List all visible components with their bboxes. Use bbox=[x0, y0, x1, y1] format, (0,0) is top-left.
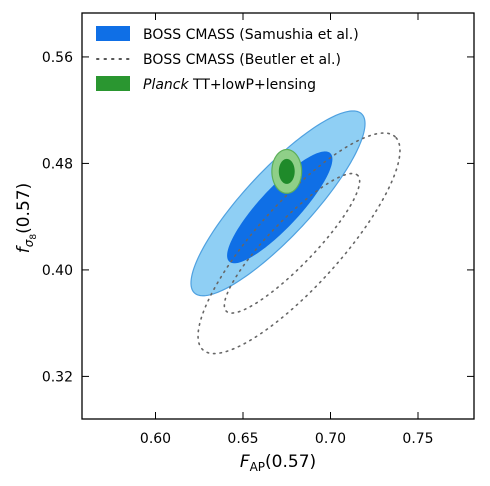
x-tick-label: 0.70 bbox=[315, 431, 346, 447]
y-tick-label: 0.40 bbox=[42, 263, 73, 279]
legend: BOSS CMASS (Samushia et al.) BOSS CMASS … bbox=[96, 26, 359, 93]
x-tick-label: 0.60 bbox=[140, 431, 171, 447]
legend-swatch-planck bbox=[96, 76, 130, 91]
legend-label-planck-rest: TT+lowP+lensing bbox=[189, 77, 316, 93]
x-tick-label: 0.75 bbox=[402, 431, 433, 447]
contour-beutler-1sigma bbox=[223, 172, 361, 314]
y-axis: 0.32 0.40 0.48 0.56 bbox=[42, 50, 474, 385]
y-axis-label: fσ8(0.57) bbox=[14, 183, 39, 253]
contour-beutler-2sigma bbox=[197, 132, 401, 355]
contour-layer bbox=[190, 110, 401, 355]
x-axis-label-main: F bbox=[240, 452, 250, 472]
x-tick-label: 0.65 bbox=[227, 431, 258, 447]
legend-swatch-samushia bbox=[96, 26, 130, 41]
y-axis-label-sub: σ bbox=[22, 239, 36, 247]
y-axis-label-subsub: 8 bbox=[29, 234, 39, 240]
legend-label-beutler: BOSS CMASS (Beutler et al.) bbox=[143, 52, 341, 68]
legend-label-samushia: BOSS CMASS (Samushia et al.) bbox=[143, 27, 359, 43]
legend-label-planck-italic: Planck bbox=[143, 77, 189, 93]
contour-planck-1sigma bbox=[278, 158, 295, 184]
y-tick-label: 0.56 bbox=[42, 50, 73, 66]
x-axis-label-tail: (0.57) bbox=[265, 452, 316, 472]
y-tick-label: 0.48 bbox=[42, 156, 73, 172]
x-axis: 0.60 0.65 0.70 0.75 bbox=[140, 13, 434, 447]
y-axis-label-main: f bbox=[14, 244, 34, 253]
y-tick-label: 0.32 bbox=[42, 369, 73, 385]
plot-frame bbox=[81, 12, 475, 420]
x-axis-label: FAP(0.57) bbox=[240, 452, 316, 474]
legend-label-planck: Planck TT+lowP+lensing bbox=[143, 77, 316, 93]
y-axis-label-tail: (0.57) bbox=[14, 183, 34, 234]
x-axis-label-sub: AP bbox=[250, 460, 265, 474]
